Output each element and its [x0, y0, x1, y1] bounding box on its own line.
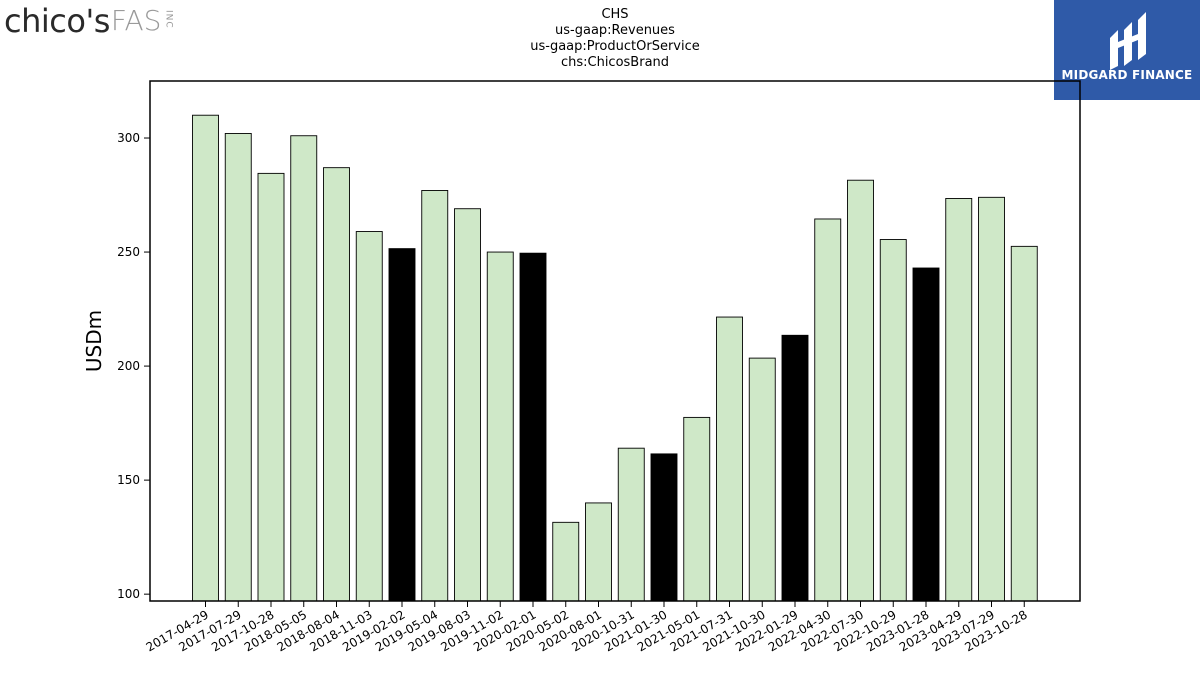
y-axis: 100 150 200 250 300: [117, 131, 150, 601]
bar-2019-02-02: [388, 248, 416, 602]
bar-2022-07-30: [847, 179, 874, 602]
bar-2017-10-28: [257, 172, 285, 602]
y-tick-label: 100: [117, 587, 140, 601]
y-tick-label: 200: [117, 359, 140, 373]
bar-2021-10-30: [748, 357, 776, 602]
bar-2023-01-28: [912, 267, 940, 602]
logo-brand-text: chico's: [4, 2, 110, 40]
bars-group: [192, 114, 1038, 602]
bar-2022-04-30: [814, 218, 842, 602]
y-tick-label: 250: [117, 245, 140, 259]
bar-2022-10-29: [879, 239, 907, 602]
logo-inc-text: INC: [163, 10, 174, 29]
midgard-finance-logo: MIDGARD FINANCE: [1054, 0, 1200, 100]
logo-suffix-text: FAS: [110, 4, 162, 37]
title-line-ticker: CHS: [601, 7, 629, 22]
bar-2019-08-03: [454, 208, 481, 602]
bar-2019-05-04: [421, 190, 449, 602]
chart-title: CHS us-gaap:Revenues us-gaap:ProductOrSe…: [415, 7, 815, 71]
title-line-axis: us-gaap:ProductOrService: [530, 39, 700, 54]
bar-2019-11-02: [486, 251, 514, 602]
bar-2021-07-31: [716, 316, 743, 602]
bar-2023-04-29: [945, 198, 973, 602]
plot-frame: [149, 80, 1081, 602]
logo-company-name: MIDGARD FINANCE: [1061, 68, 1193, 82]
bar-2017-04-29: [192, 114, 219, 602]
bar-2021-05-01: [683, 416, 711, 602]
bar-2020-10-31: [617, 447, 645, 602]
y-axis-label: USDm: [82, 310, 106, 372]
bar-2020-02-01: [519, 252, 547, 602]
y-tick-label: 300: [117, 131, 140, 145]
title-line-concept: us-gaap:Revenues: [555, 23, 675, 38]
bar-2020-05-02: [552, 521, 580, 602]
bar-2018-08-04: [323, 167, 350, 602]
bar-2020-08-01: [585, 502, 612, 602]
x-axis: 2017-04-292017-07-292017-10-282018-05-05…: [144, 601, 1030, 654]
bar-2018-05-05: [290, 135, 318, 602]
bar-2018-11-03: [355, 231, 383, 602]
chicos-fas-logo: chico's FAS INC: [4, 2, 173, 42]
bar-2022-01-29: [781, 334, 809, 602]
bar-2023-07-29: [978, 196, 1005, 602]
y-tick-label: 150: [117, 473, 140, 487]
bar-2021-01-30: [650, 453, 678, 602]
bar-2017-07-29: [224, 133, 252, 602]
midgard-mark-icon: [1110, 12, 1146, 70]
bar-2023-10-28: [1010, 245, 1038, 602]
title-line-member: chs:ChicosBrand: [560, 55, 670, 70]
